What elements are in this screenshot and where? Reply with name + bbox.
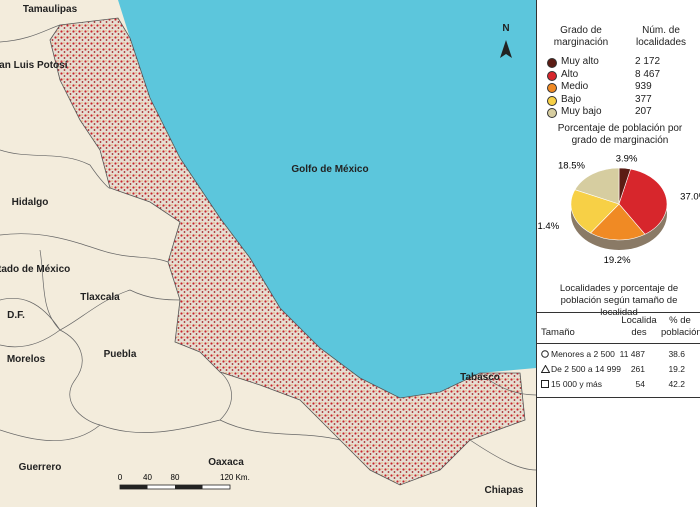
legend-swatch [547,83,557,93]
legend-label: Muy alto [561,56,599,67]
legend-row: Bajo 377 [543,94,693,106]
legend-label: Bajo [561,93,582,105]
legend-row: Medio 939 [543,81,693,93]
north-arrow [500,40,512,58]
legend-swatch [547,95,557,106]
table-rule [537,343,700,344]
legend-panel: Grado de marginación Núm. de localidades… [536,0,700,507]
legend-row: Muy alto 2 172 [543,56,693,68]
map: N Tamaulipas San Luis Potosí Hidalgo Estado… [0,0,536,507]
legend-row: Alto 8 467 [543,69,693,81]
pie-slice [574,167,620,205]
pie-chart: 3.9% 37.0% 19.2% 21.4% 18.5% [537,153,700,266]
legend-header: Núm. de localidades [635,25,687,48]
place-label: Chiapas [485,485,524,496]
table-row: De 2 500 a 14 999 261 19.2 [539,364,697,377]
sea [118,0,536,398]
table-cell: Menores a 2 500 [551,349,615,359]
place-label: Golfo de México [291,164,368,175]
pie-label: 19.2% [604,255,631,266]
legend-count: 377 [635,93,652,105]
scale-bar [119,484,231,490]
legend-count: 8 467 [635,68,661,80]
table-header: Tamaño [541,327,575,338]
place-label: Hidalgo [12,197,49,208]
row-icon [541,350,549,360]
row-icon [540,364,551,375]
place-label: Oaxaca [208,457,244,468]
pie-label: 18.5% [558,161,585,172]
place-label: San Luis Potosí [0,60,69,71]
row-icon-shape [540,364,551,373]
table-cell: 11 487 [619,349,645,359]
legend-count: 207 [635,106,652,117]
place-label: Tamaulipas [23,4,78,15]
pie-slice [618,168,668,235]
row-icon-shape [541,350,549,358]
table-cell: 38.6 [668,349,685,359]
scale-label: 80 [171,473,180,482]
legend-swatch [547,58,557,68]
place-label: Estado de México [0,264,70,275]
pie-slice [570,189,620,234]
legend-swatch [547,108,557,118]
table-header: % de población [661,315,700,338]
legend-count: 2 172 [635,56,661,67]
legend-count: 939 [635,81,652,92]
legend-swatch [547,70,557,81]
table-row: Menores a 2 500 11 487 38.6 [539,349,697,362]
veracruz [49,17,526,486]
scale-label: 40 [143,473,152,482]
north-label: N [502,23,509,34]
place-label: Morelos [7,354,46,365]
pie-label: 37.0% [680,192,700,203]
pie-slice [590,203,646,241]
table-cell: 15 000 y más [551,379,603,389]
table-row: 15 000 y más 54 42.2 [539,379,697,392]
place-label: Puebla [104,349,137,360]
scale-label: 0 [118,473,123,482]
table-cell: 54 [635,379,645,389]
table-cell: 261 [630,364,645,374]
scale-label: 120 Km. [220,473,250,482]
place-label: Guerrero [19,462,62,473]
pie-label: 3.9% [616,153,638,164]
place-label: D.F. [7,310,25,321]
table-cell: 42.2 [668,379,685,389]
legend-label: Alto [561,68,579,80]
legend-row: Muy bajo 207 [543,106,693,118]
table: Tamaño Localidades % de población Menore… [537,312,700,398]
table-header: Localidades [621,315,657,338]
legend-label: Muy bajo [561,106,602,117]
pie-label: 21.4% [537,221,560,232]
row-icon-shape [541,380,549,388]
row-icon [541,380,549,390]
pie-title: Porcentaje de población por grado de mar… [557,123,683,146]
table-cell: 19.2 [668,364,685,374]
legend-label: Medio [561,81,589,92]
table-cell: De 2 500 a 14 999 [551,364,621,374]
place-label: Tlaxcala [80,292,120,303]
state-borders [0,24,536,471]
place-label: Tabasco [460,372,500,383]
legend-header: Grado de marginación [553,25,609,48]
